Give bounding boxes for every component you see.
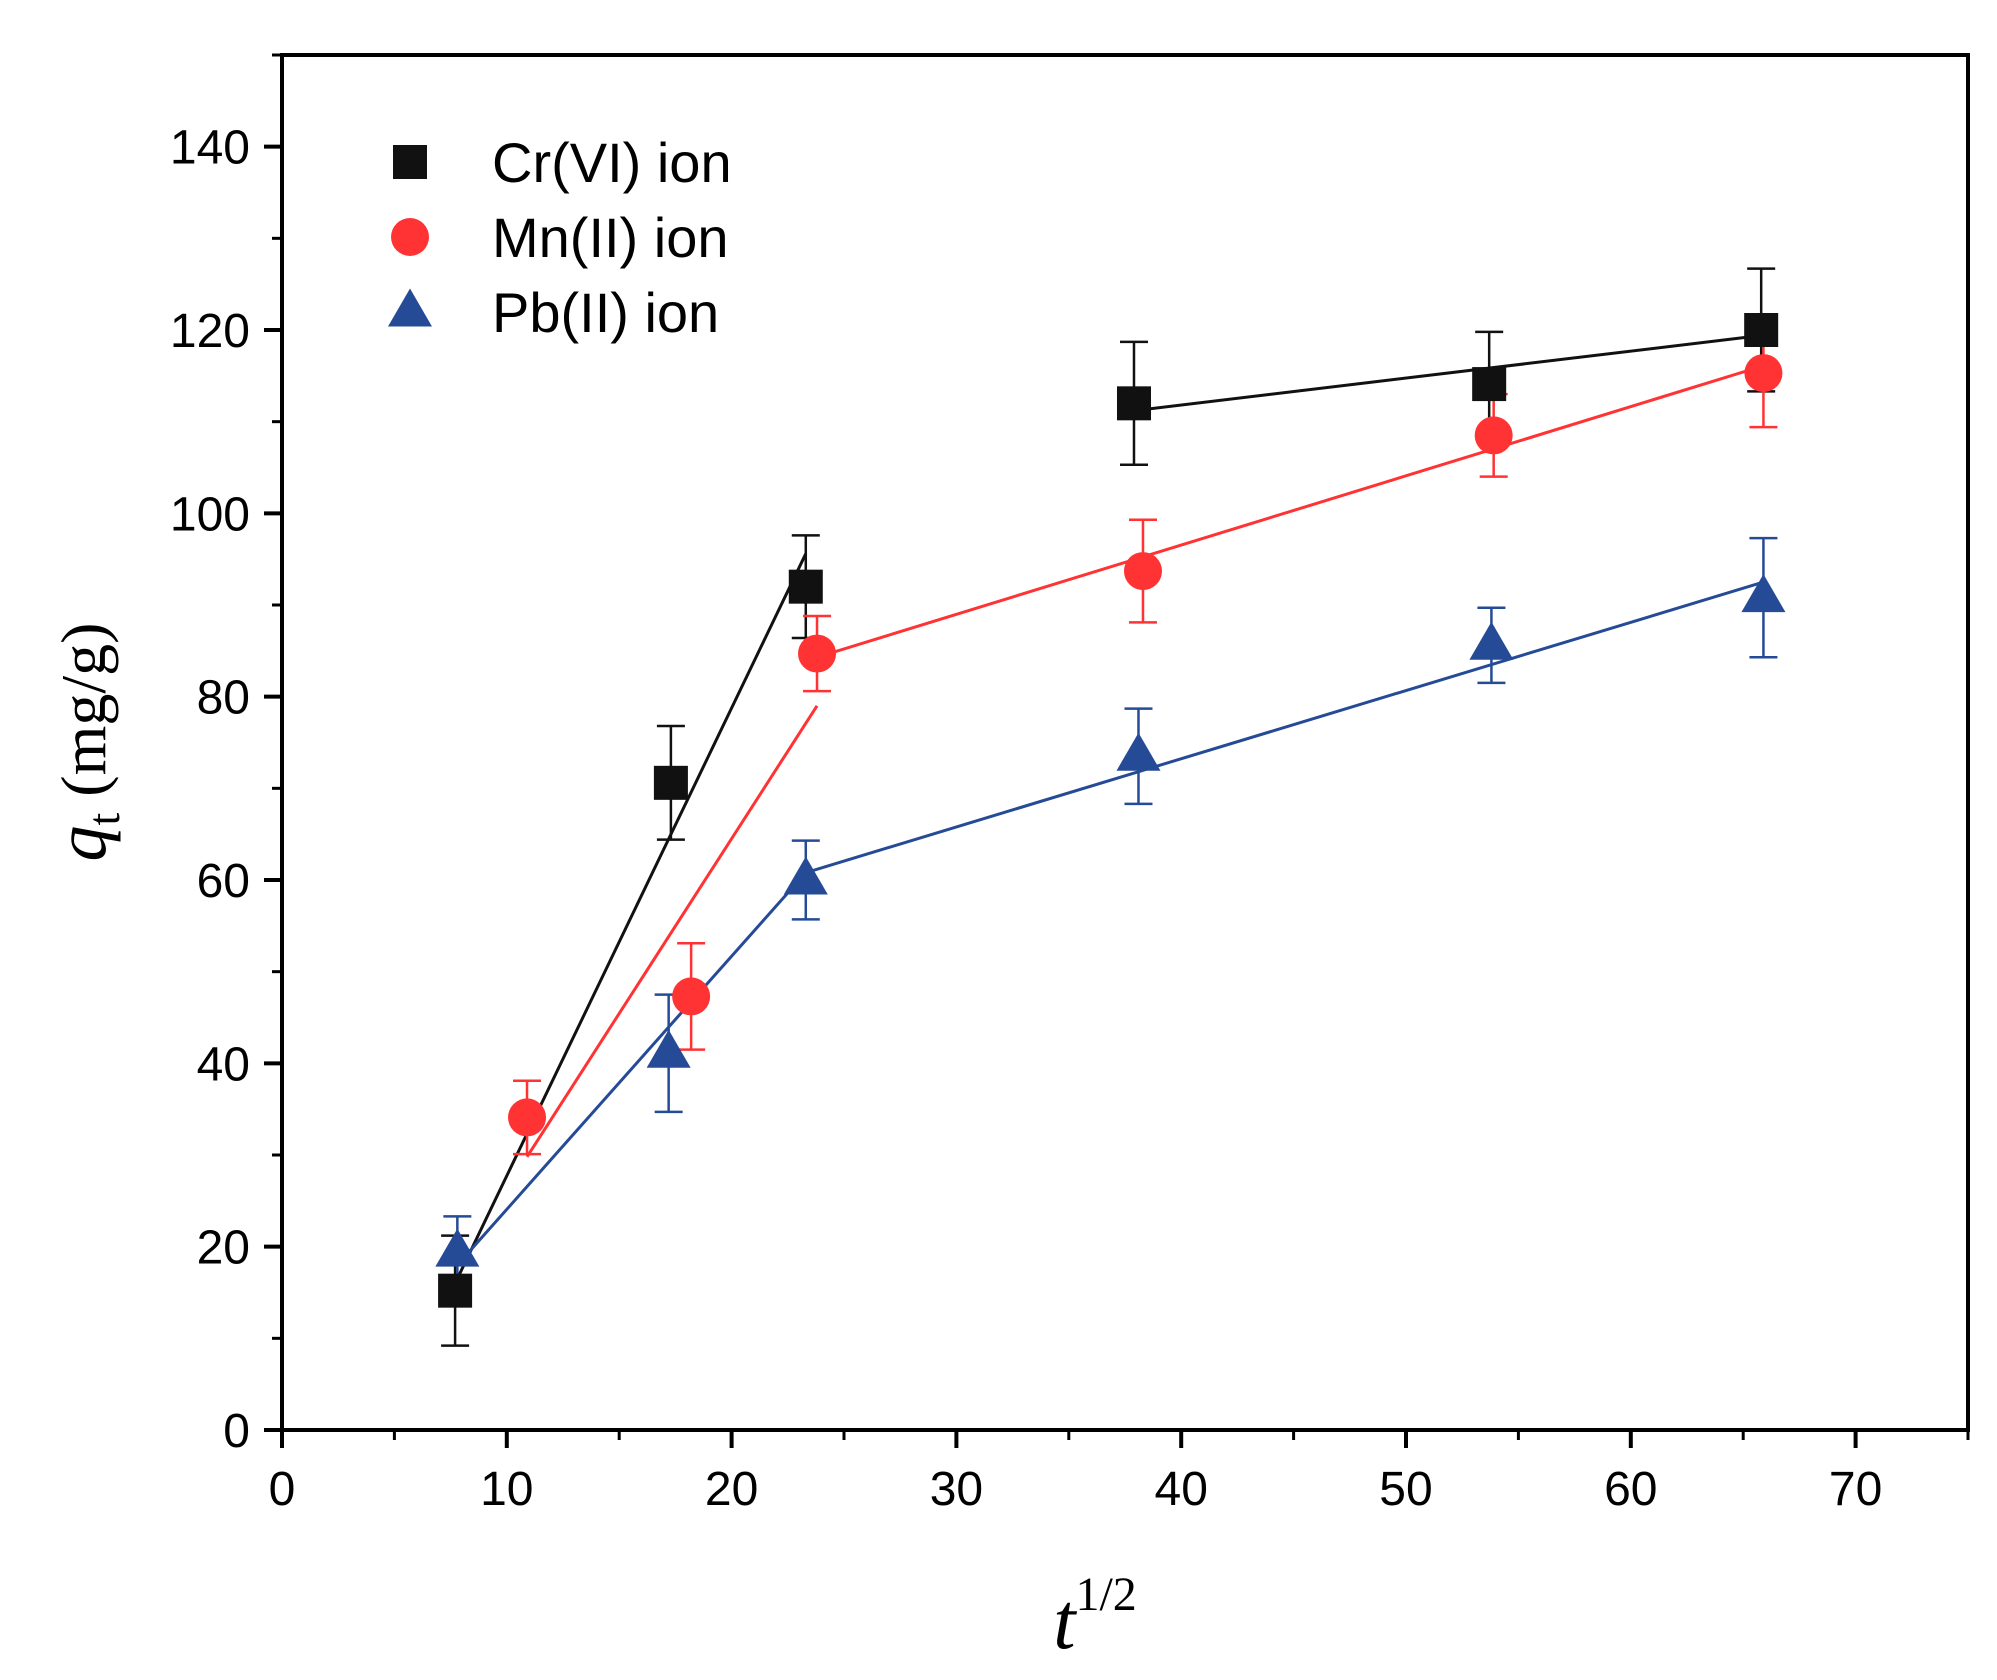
cr-vi-ion-fit-line <box>453 553 808 1284</box>
legend-item: Cr(VI) ion <box>393 131 732 194</box>
legend-label: Cr(VI) ion <box>492 131 732 194</box>
mn-ii-ion-point <box>508 1098 547 1137</box>
x-tick-label: 0 <box>269 1463 296 1516</box>
cr-vi-ion-fit-line <box>1133 334 1762 413</box>
y-tick-label: 120 <box>170 305 250 358</box>
mn-ii-ion-fit-line <box>816 364 1764 659</box>
y-tick-label: 80 <box>197 672 250 725</box>
x-tick-label: 30 <box>930 1463 983 1516</box>
y-tick-label: 100 <box>170 488 250 541</box>
cr-vi-ion-point <box>438 1273 473 1308</box>
cr-vi-ion-point <box>1116 386 1151 421</box>
mn-ii-ion-point <box>1744 354 1783 393</box>
pb-ii-ion-point <box>1741 574 1786 613</box>
x-tick-label: 20 <box>705 1463 758 1516</box>
legend-item: Pb(II) ion <box>388 281 719 344</box>
data-markers <box>435 313 1786 1308</box>
legend-label: Mn(II) ion <box>492 206 729 269</box>
axes <box>280 53 1970 1432</box>
pb-ii-ion-point <box>783 856 828 895</box>
mn-ii-ion-point <box>1123 552 1162 591</box>
cr-vi-ion-point <box>1744 313 1779 347</box>
x-tick-label: 60 <box>1604 1463 1657 1516</box>
mn-ii-ion-point <box>672 977 711 1016</box>
pb-ii-ion-fit-line <box>456 871 807 1266</box>
mn-ii-ion-point <box>1474 416 1513 455</box>
legend-triangle-marker <box>388 288 432 327</box>
mn-ii-ion-point <box>798 634 837 673</box>
legend-item: Mn(II) ion <box>391 206 729 269</box>
x-tick-label: 10 <box>480 1463 533 1516</box>
y-tick-label: 20 <box>197 1222 250 1275</box>
plot-area-frame <box>280 53 1970 1432</box>
x-tick-label: 70 <box>1829 1463 1882 1516</box>
fit-lines <box>453 334 1764 1284</box>
error-bars <box>441 267 1778 1347</box>
pb-ii-ion-point <box>1469 621 1514 660</box>
legend-label: Pb(II) ion <box>492 281 719 344</box>
legend-square-marker <box>393 145 427 179</box>
y-tick-label: 140 <box>170 122 250 175</box>
pb-ii-ion-point <box>1116 732 1161 771</box>
x-axis-title: t1/2 <box>1053 1568 1137 1666</box>
x-tick-label: 50 <box>1379 1463 1432 1516</box>
mn-ii-ion-fit-line <box>525 705 819 1158</box>
x-axis-ticks: 0 10 20 30 40 50 60 70 <box>269 1430 1970 1516</box>
y-tick-label: 40 <box>197 1038 250 1091</box>
legend-circle-marker <box>391 218 429 256</box>
pb-ii-ion-point <box>646 1029 691 1068</box>
y-tick-label: 0 <box>223 1405 250 1458</box>
pb-ii-ion-point <box>435 1228 480 1267</box>
y-tick-label: 60 <box>197 855 250 908</box>
x-tick-label: 40 <box>1155 1463 1208 1516</box>
legend: Cr(VI) ion Mn(II) ion Pb(II) ion <box>388 131 732 344</box>
cr-vi-ion-point <box>1472 367 1507 402</box>
pb-ii-ion-fit-line <box>805 580 1764 875</box>
cr-vi-ion-point <box>653 765 688 800</box>
cr-vi-ion-point <box>788 569 823 604</box>
y-axis-title: qt (mg/g) <box>41 623 129 862</box>
y-axis-ticks: 0 20 40 60 80 100 120 140 <box>170 53 282 1458</box>
